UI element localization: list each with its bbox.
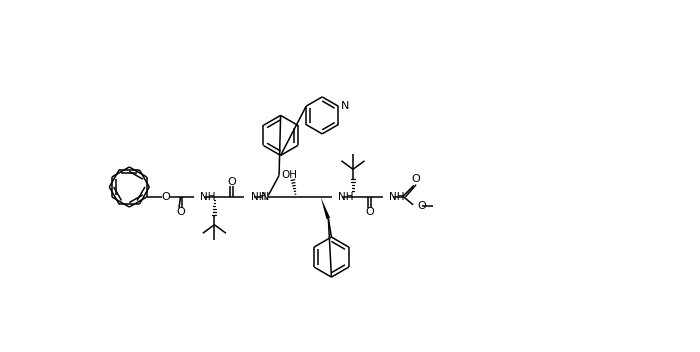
Text: OH: OH	[282, 170, 298, 181]
Text: NH: NH	[338, 192, 354, 202]
Text: O: O	[418, 201, 426, 211]
Polygon shape	[321, 197, 330, 219]
Text: N: N	[342, 101, 349, 111]
Text: O: O	[176, 207, 185, 218]
Text: O: O	[412, 174, 421, 184]
Text: NH: NH	[389, 192, 405, 202]
Text: NH: NH	[199, 192, 216, 202]
Text: O: O	[227, 177, 236, 187]
Text: N: N	[261, 192, 270, 202]
Text: NH: NH	[251, 192, 266, 202]
Text: O: O	[162, 192, 170, 202]
Text: O: O	[365, 207, 375, 218]
